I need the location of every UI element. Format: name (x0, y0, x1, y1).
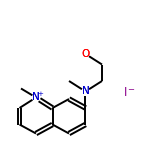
Text: I: I (124, 87, 128, 99)
Text: O: O (81, 49, 90, 59)
Text: N: N (82, 87, 89, 96)
Text: N: N (82, 87, 89, 96)
Text: N: N (32, 93, 40, 102)
Text: O: O (81, 49, 90, 59)
Text: +: + (37, 91, 43, 97)
Text: N: N (32, 93, 40, 102)
Text: −: − (127, 85, 134, 94)
